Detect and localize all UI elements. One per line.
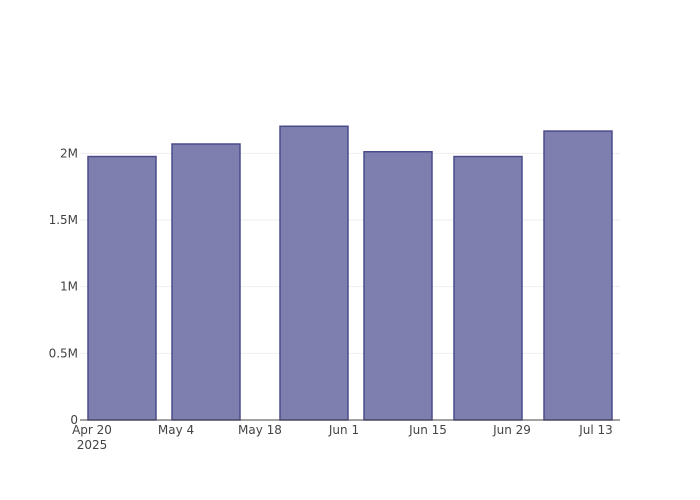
x-tick-label: May 4 (158, 423, 194, 437)
y-tick-label: 0 (70, 413, 78, 427)
x-tick-label: May 18 (238, 423, 282, 437)
x-tick-label: Jun 29 (492, 423, 531, 437)
x-tick-label: Jul 13 (578, 423, 613, 437)
x-tick-label: Jun 1 (328, 423, 359, 437)
y-tick-label: 1.5M (49, 213, 78, 227)
bar[interactable] (171, 143, 241, 421)
bars (87, 125, 613, 421)
y-tick-label: 2M (60, 146, 78, 160)
grid (80, 152, 620, 354)
x-axis-ticks: Apr 20 May 4 May 18 Jun 1 Jun 15 Jun 29 Jul 13… (72, 423, 613, 452)
bar[interactable] (453, 155, 523, 421)
x-tick-label: Apr 20 (72, 423, 112, 437)
y-tick-label: 1M (60, 280, 78, 294)
bar[interactable] (363, 150, 433, 421)
y-axis-ticks: 0 0.5M 1M 1.5M 2M (49, 146, 78, 427)
x-tick-label: Jun 15 (408, 423, 447, 437)
y-tick-label: 0.5M (49, 346, 78, 360)
x-tick-year-label: 2025 (77, 438, 108, 452)
bar[interactable] (543, 130, 613, 421)
bar[interactable] (87, 155, 157, 421)
bar[interactable] (279, 125, 349, 421)
